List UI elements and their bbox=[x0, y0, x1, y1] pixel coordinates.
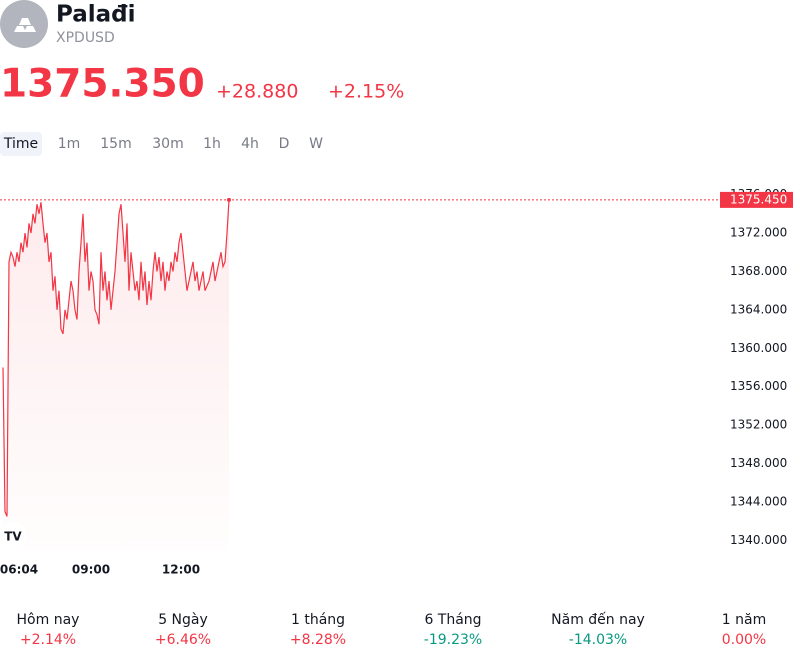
timeframe-tab[interactable]: 15m bbox=[100, 136, 131, 152]
y-tick-label: 1356.000 bbox=[730, 379, 787, 393]
last-point bbox=[227, 197, 231, 202]
y-tick-label: 1340.000 bbox=[730, 533, 787, 547]
period-label: 6 Tháng bbox=[424, 612, 481, 628]
period-value: 0.00% bbox=[722, 632, 766, 648]
timeframe-tab[interactable]: Time bbox=[3, 136, 38, 152]
x-tick-label: 09:00 bbox=[72, 563, 110, 577]
symbol-name: Palađi bbox=[56, 2, 136, 28]
svg-text:TV: TV bbox=[4, 530, 22, 544]
timeframe-tab[interactable]: 1h bbox=[203, 136, 221, 152]
y-tick-label: 1368.000 bbox=[730, 264, 787, 278]
y-tick-label: 1372.000 bbox=[730, 226, 787, 240]
y-tick-label: 1344.000 bbox=[730, 494, 787, 508]
change: +28.880 bbox=[216, 81, 298, 103]
y-tick-label: 1352.000 bbox=[730, 418, 787, 432]
active-tab-bg bbox=[0, 132, 42, 156]
period-value: -19.23% bbox=[424, 632, 482, 648]
symbol-code: XPDUSD bbox=[56, 30, 115, 46]
last-price-tag bbox=[720, 191, 793, 208]
period-value: +6.46% bbox=[155, 632, 211, 648]
timeframe-tab[interactable]: W bbox=[309, 136, 323, 152]
period-label: Hôm nay bbox=[17, 612, 80, 628]
timeframe-tab[interactable]: 30m bbox=[152, 136, 183, 152]
price-line bbox=[2, 199, 230, 517]
period-value: +2.14% bbox=[20, 632, 76, 648]
timeframe-tab[interactable]: 4h bbox=[241, 136, 259, 152]
change-percent: +2.15% bbox=[328, 81, 404, 103]
period-value: -14.03% bbox=[569, 632, 627, 648]
period-value: +8.28% bbox=[290, 632, 346, 648]
last-price-label: 1375.450 bbox=[730, 192, 787, 206]
period-label: 1 tháng bbox=[291, 612, 345, 628]
symbol-icon bbox=[0, 0, 48, 48]
timeframe-tab[interactable]: D bbox=[279, 136, 290, 152]
price: 1375.350 bbox=[0, 62, 205, 107]
period-label: Năm đến nay bbox=[551, 611, 645, 628]
area bbox=[3, 199, 229, 550]
x-tick-label: 06:04 bbox=[0, 563, 38, 577]
tv-logo: TV bbox=[0, 522, 27, 550]
y-tick-label: 1348.000 bbox=[730, 456, 787, 470]
y-tick-label: 1364.000 bbox=[730, 302, 787, 316]
timeframe-tab[interactable]: 1m bbox=[58, 136, 81, 152]
y-tick-label: 1360.000 bbox=[730, 341, 787, 355]
period-label: 5 Ngày bbox=[158, 612, 208, 628]
x-tick-label: 12:00 bbox=[162, 563, 200, 577]
period-label: 1 năm bbox=[722, 612, 766, 628]
